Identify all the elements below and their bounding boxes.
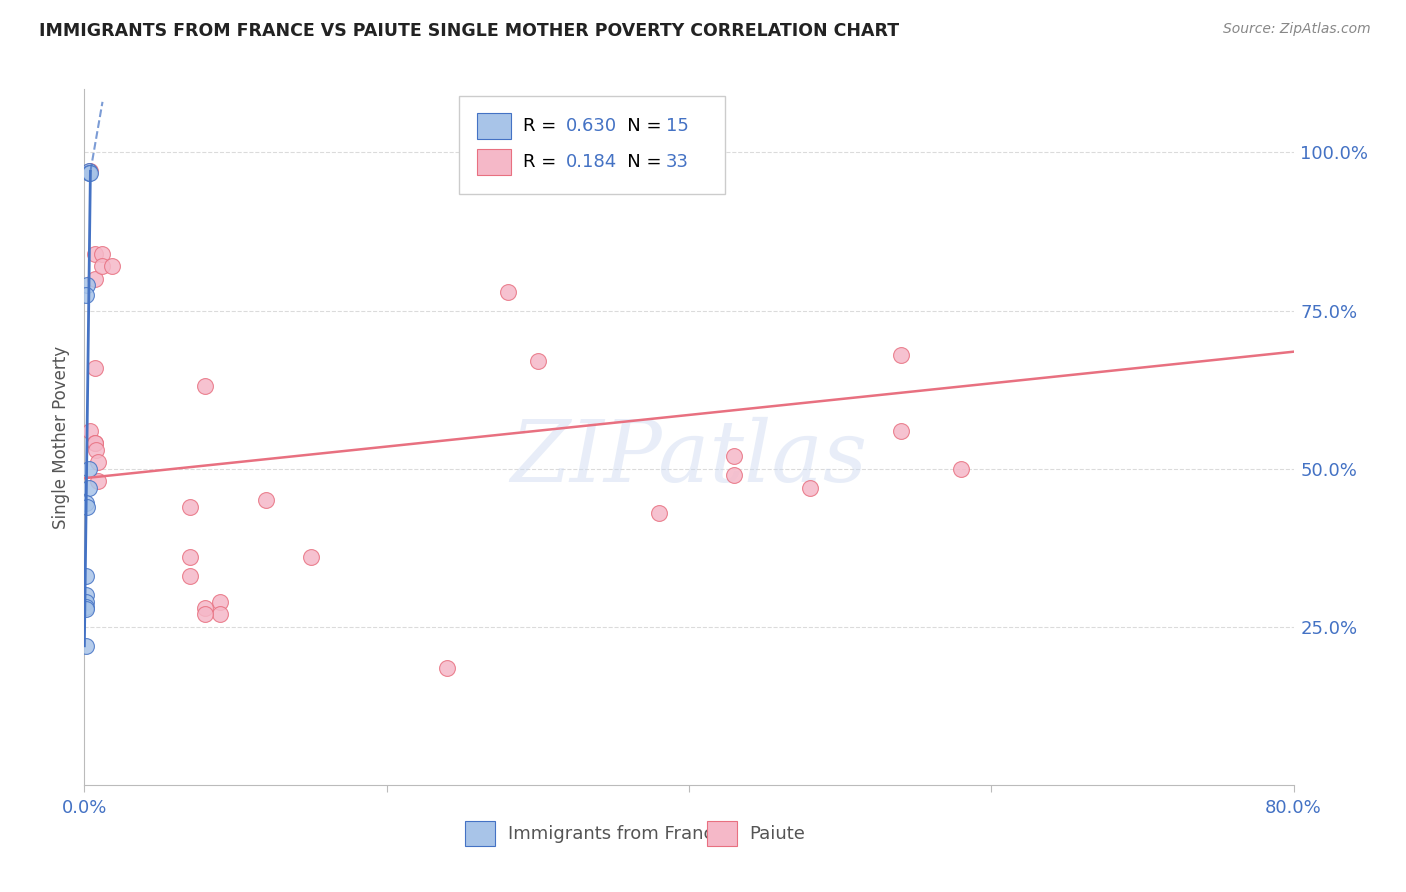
Point — [84, 272, 107, 286]
Point — [79, 166, 101, 180]
Point — [84, 436, 107, 450]
Point — [299, 550, 322, 565]
Point — [75, 594, 97, 608]
Point — [950, 461, 973, 475]
Text: N =: N = — [610, 117, 668, 135]
Point — [77, 461, 100, 475]
Point — [799, 481, 821, 495]
FancyBboxPatch shape — [460, 96, 725, 194]
Point — [209, 594, 232, 608]
Point — [194, 379, 217, 393]
Text: R =: R = — [523, 153, 568, 171]
Bar — [478, 149, 512, 176]
Text: 15: 15 — [666, 117, 689, 135]
Point — [75, 599, 97, 614]
Point — [76, 278, 98, 293]
Point — [79, 164, 101, 178]
Text: 0.630: 0.630 — [565, 117, 617, 135]
Point — [527, 354, 550, 368]
Point — [86, 442, 108, 457]
Point — [77, 481, 100, 495]
Point — [76, 500, 98, 514]
Point — [890, 424, 912, 438]
Text: N =: N = — [610, 153, 668, 171]
Point — [84, 246, 107, 260]
Point — [87, 455, 110, 469]
Point — [75, 287, 97, 301]
Point — [194, 600, 217, 615]
Text: 33: 33 — [666, 153, 689, 171]
Bar — [465, 822, 495, 847]
Point — [75, 588, 97, 602]
Point — [179, 569, 201, 583]
Point — [436, 661, 458, 675]
Point — [87, 475, 110, 489]
Point — [254, 493, 277, 508]
Point — [77, 164, 100, 178]
Point — [75, 602, 97, 616]
Point — [75, 639, 97, 653]
Text: Source: ZipAtlas.com: Source: ZipAtlas.com — [1223, 22, 1371, 37]
Point — [84, 436, 107, 450]
Text: ZIPatlas: ZIPatlas — [510, 417, 868, 500]
Text: Immigrants from France: Immigrants from France — [508, 825, 724, 843]
Point — [84, 360, 107, 375]
Point — [209, 607, 232, 622]
Text: R =: R = — [523, 117, 568, 135]
Point — [723, 468, 745, 483]
Point — [77, 166, 100, 180]
Point — [496, 285, 519, 299]
Point — [91, 246, 114, 260]
Bar — [478, 113, 512, 139]
Y-axis label: Single Mother Poverty: Single Mother Poverty — [52, 345, 70, 529]
Text: IMMIGRANTS FROM FRANCE VS PAIUTE SINGLE MOTHER POVERTY CORRELATION CHART: IMMIGRANTS FROM FRANCE VS PAIUTE SINGLE … — [39, 22, 900, 40]
Text: 0.184: 0.184 — [565, 153, 617, 171]
Point — [75, 569, 97, 583]
Point — [194, 607, 217, 622]
Point — [79, 424, 101, 438]
Point — [890, 348, 912, 362]
Bar — [707, 822, 737, 847]
Text: Paiute: Paiute — [749, 825, 806, 843]
Point — [179, 500, 201, 514]
Point — [75, 496, 97, 510]
Point — [179, 550, 201, 565]
Point — [648, 506, 671, 520]
Point — [91, 260, 114, 274]
Point — [100, 260, 122, 274]
Point — [723, 449, 745, 463]
